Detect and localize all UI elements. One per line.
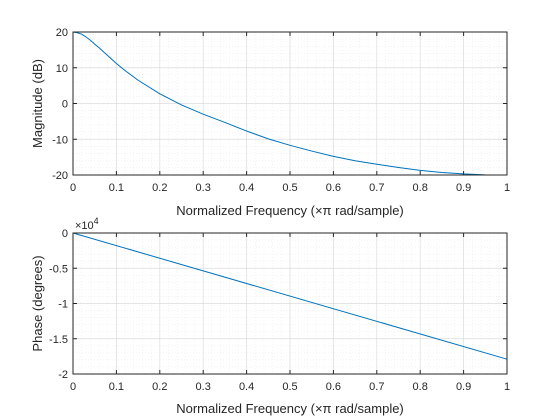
magnitude-x-ticks: 0 0.1 0.2 0.3 0.4 0.5 0.6 0.7 0.8 0.9 1 [70, 32, 510, 194]
phase-y-tick-label: -2 [58, 369, 68, 381]
phase-x-tick-label: 1 [504, 381, 510, 393]
phase-x-tick-label: 0.4 [239, 381, 254, 393]
phase-y-ticks: 0 -0.5 -1 -1.5 -2 [49, 228, 507, 381]
phase-y-tick-label: -1.5 [49, 334, 68, 346]
phase-y-tick-label: -0.5 [49, 263, 68, 275]
magnitude-x-tick-label: 1 [504, 182, 510, 194]
magnitude-x-axis-label: Normalized Frequency (×π rad/sample) [176, 203, 404, 218]
phase-x-tick-label: 0.2 [152, 381, 167, 393]
phase-plot: 0 0.1 0.2 0.3 0.4 0.5 0.6 0.7 0.8 0.9 1 0 -0.5 -1 -1.… [30, 216, 510, 416]
phase-y-exponent-power: 4 [94, 216, 99, 226]
magnitude-x-tick-label: 0.1 [109, 182, 124, 194]
magnitude-x-tick-label: 0.6 [326, 182, 341, 194]
phase-line [72, 232, 508, 360]
magnitude-y-axis-label: Magnitude (dB) [30, 59, 45, 148]
magnitude-y-tick-label: -20 [52, 170, 68, 182]
phase-y-axis-label: Phase (degrees) [30, 255, 45, 351]
phase-x-tick-label: 0 [70, 381, 76, 393]
magnitude-y-tick-label: 20 [56, 27, 68, 39]
magnitude-x-tick-label: 0.8 [413, 182, 428, 194]
phase-x-tick-label: 0.5 [282, 381, 297, 393]
phase-x-axis-label: Normalized Frequency (×π rad/sample) [176, 401, 404, 416]
magnitude-x-tick-label: 0.4 [239, 182, 254, 194]
magnitude-y-tick-label: 10 [56, 63, 68, 75]
phase-y-tick-label: 0 [62, 228, 68, 240]
phase-x-tick-label: 0.7 [369, 381, 384, 393]
phase-y-tick-label: -1 [58, 299, 68, 311]
magnitude-x-tick-label: 0.7 [369, 182, 384, 194]
magnitude-line [72, 31, 508, 176]
phase-x-ticks: 0 0.1 0.2 0.3 0.4 0.5 0.6 0.7 0.8 0.9 1 [70, 233, 510, 393]
magnitude-x-tick-label: 0 [70, 182, 76, 194]
magnitude-y-tick-label: 0 [62, 99, 68, 111]
magnitude-plot: 0 0.1 0.2 0.3 0.4 0.5 0.6 0.7 0.8 0.9 1 20 10 0 -10 -2… [30, 27, 510, 218]
phase-y-exponent-base: ×10 [75, 220, 94, 232]
magnitude-x-tick-label: 0.2 [152, 182, 167, 194]
phase-x-tick-label: 0.6 [326, 381, 341, 393]
magnitude-y-ticks: 20 10 0 -10 -20 [52, 27, 507, 182]
phase-x-tick-label: 0.8 [413, 381, 428, 393]
magnitude-x-tick-label: 0.5 [282, 182, 297, 194]
phase-y-exponent: ×104 [75, 216, 99, 232]
magnitude-x-tick-label: 0.9 [456, 182, 471, 194]
phase-x-tick-label: 0.1 [109, 381, 124, 393]
phase-x-tick-label: 0.3 [196, 381, 211, 393]
magnitude-x-tick-label: 0.3 [196, 182, 211, 194]
magnitude-y-tick-label: -10 [52, 134, 68, 146]
phase-x-tick-label: 0.9 [456, 381, 471, 393]
